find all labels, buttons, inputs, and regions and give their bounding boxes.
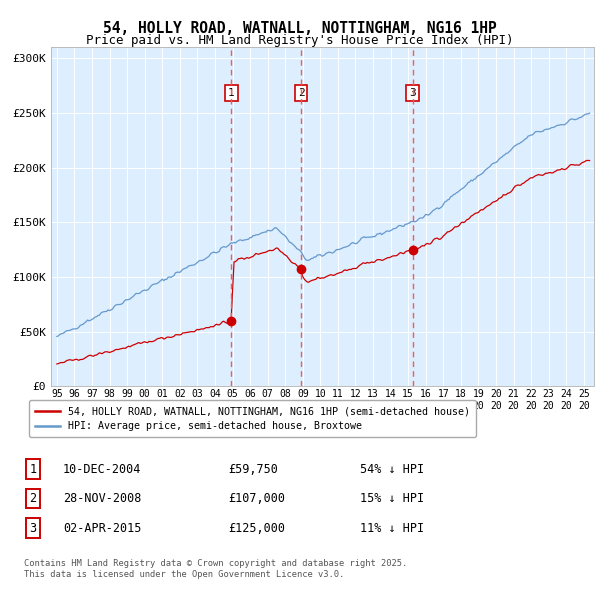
Text: 1: 1 (29, 463, 37, 476)
Text: 11% ↓ HPI: 11% ↓ HPI (360, 522, 424, 535)
Text: Contains HM Land Registry data © Crown copyright and database right 2025.: Contains HM Land Registry data © Crown c… (24, 559, 407, 568)
Text: 02-APR-2015: 02-APR-2015 (63, 522, 142, 535)
Text: This data is licensed under the Open Government Licence v3.0.: This data is licensed under the Open Gov… (24, 571, 344, 579)
Text: £59,750: £59,750 (228, 463, 278, 476)
Text: 1: 1 (228, 88, 235, 98)
Text: 2: 2 (29, 492, 37, 505)
Text: 3: 3 (409, 88, 416, 98)
Text: 2: 2 (298, 88, 305, 98)
Text: 10-DEC-2004: 10-DEC-2004 (63, 463, 142, 476)
Text: £125,000: £125,000 (228, 522, 285, 535)
Text: Price paid vs. HM Land Registry's House Price Index (HPI): Price paid vs. HM Land Registry's House … (86, 34, 514, 47)
Text: 3: 3 (29, 522, 37, 535)
Text: £107,000: £107,000 (228, 492, 285, 505)
Text: 28-NOV-2008: 28-NOV-2008 (63, 492, 142, 505)
Text: 54% ↓ HPI: 54% ↓ HPI (360, 463, 424, 476)
Legend: 54, HOLLY ROAD, WATNALL, NOTTINGHAM, NG16 1HP (semi-detached house), HPI: Averag: 54, HOLLY ROAD, WATNALL, NOTTINGHAM, NG1… (29, 400, 476, 437)
Text: 15% ↓ HPI: 15% ↓ HPI (360, 492, 424, 505)
Text: 54, HOLLY ROAD, WATNALL, NOTTINGHAM, NG16 1HP: 54, HOLLY ROAD, WATNALL, NOTTINGHAM, NG1… (103, 21, 497, 35)
